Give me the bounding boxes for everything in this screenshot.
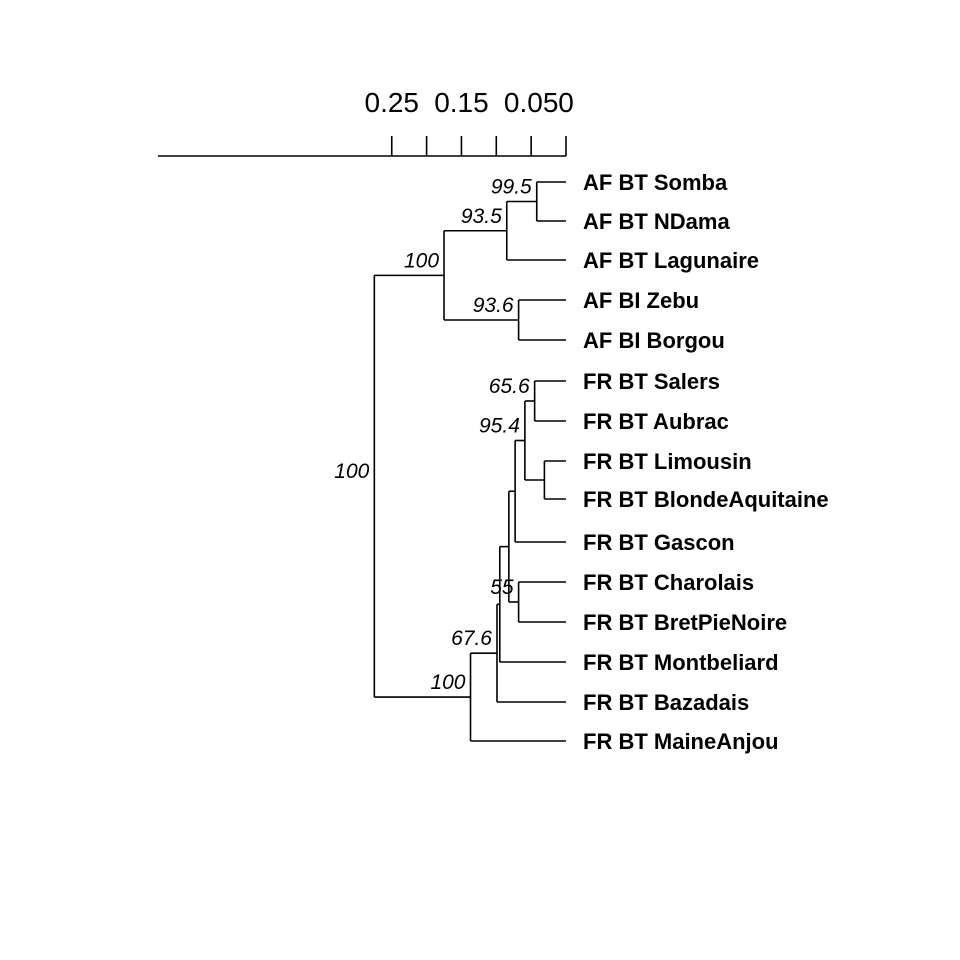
- leaf-label-bretpie: FR BT BretPieNoire: [583, 610, 787, 635]
- leaf-label-gascon: FR BT Gascon: [583, 530, 735, 555]
- leaf-label-blonde: FR BT BlondeAquitaine: [583, 487, 829, 512]
- leaf-label-ndama: AF BT NDama: [583, 209, 730, 234]
- support-label-n_sa: 65.6: [489, 375, 530, 398]
- support-label-n_af: 100: [404, 249, 439, 272]
- support-label-root: 100: [334, 460, 369, 483]
- leaf-label-borgou: AF BI Borgou: [583, 328, 725, 353]
- axis-tick-label: 0.15: [434, 87, 489, 118]
- leaf-label-salers: FR BT Salers: [583, 369, 720, 394]
- support-label-n_fr: 100: [430, 671, 465, 694]
- bootstrap-support-labels: 100 100 93.5 99.5 93.6 100 67.6 95.4 65.6 55: [334, 176, 532, 695]
- leaf-label-lagunaire: AF BT Lagunaire: [583, 248, 759, 273]
- support-label-n_g: 95.4: [479, 415, 520, 438]
- leaf-label-maineanjou: FR BT MaineAnjou: [583, 729, 779, 754]
- leaf-label-montbeliard: FR BT Montbeliard: [583, 650, 779, 675]
- support-label-n_bi: 93.6: [473, 294, 514, 317]
- axis-tick-label: 0.25: [365, 87, 420, 118]
- leaf-label-aubrac: FR BT Aubrac: [583, 409, 729, 434]
- support-label-n_c: 67.6: [451, 627, 492, 650]
- leaf-label-limousin: FR BT Limousin: [583, 449, 752, 474]
- axis-tick-label: 0.05: [504, 87, 559, 118]
- leaf-label-somba: AF BT Somba: [583, 170, 728, 195]
- support-label-n_cb: 55: [490, 576, 514, 599]
- tree-branches: [373, 181, 566, 742]
- support-label-n_sn: 99.5: [491, 176, 532, 199]
- leaf-label-charolais: FR BT Charolais: [583, 570, 754, 595]
- support-label-n_bt: 93.5: [461, 205, 502, 228]
- leaf-label-zebu: AF BI Zebu: [583, 288, 699, 313]
- leaf-label-bazadais: FR BT Bazadais: [583, 690, 749, 715]
- axis-tick-label: 0: [558, 87, 574, 118]
- leaf-labels: AF BT Somba AF BT NDama AF BT Lagunaire AF …: [583, 170, 829, 754]
- distance-scale-axis: 0.25 0.15 0.05 0: [158, 87, 574, 157]
